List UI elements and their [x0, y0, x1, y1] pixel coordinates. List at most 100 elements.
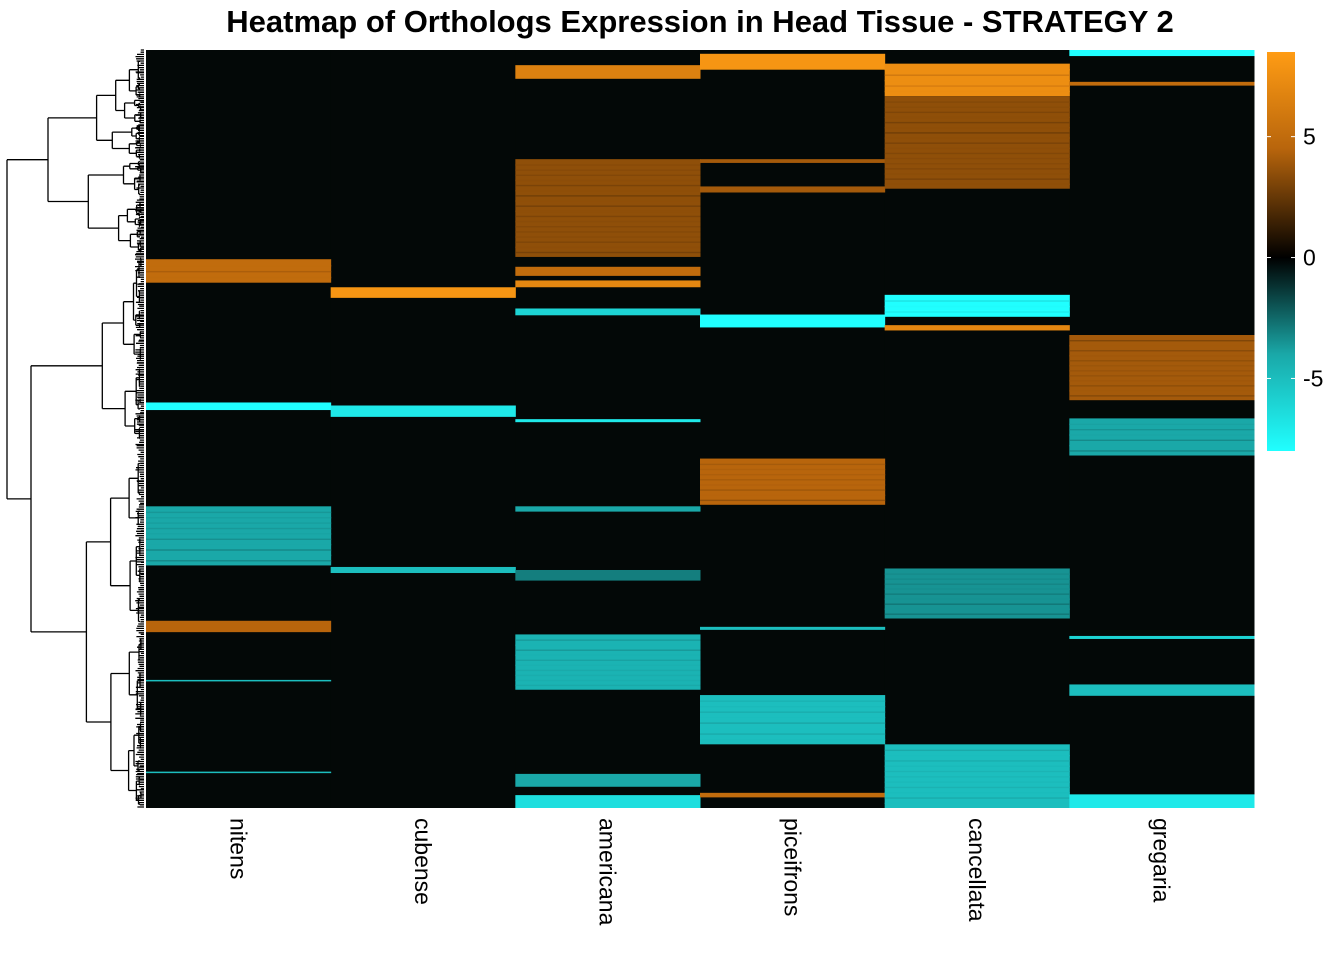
heatmap-stripe	[884, 603, 1070, 605]
heatmap-stripe	[884, 142, 1070, 144]
heatmap-stripe	[146, 265, 332, 267]
heatmap-stripe	[700, 494, 886, 496]
heatmap-stripe	[700, 727, 886, 730]
heatmap-stripe	[884, 613, 1070, 615]
heatmap-stripe	[1069, 385, 1255, 387]
heatmap-stripe	[515, 674, 701, 677]
heatmap-block-piceifrons-20	[700, 53, 886, 70]
heatmap-stripe	[515, 184, 701, 187]
chart-title: Heatmap of Orthologs Expression in Head …	[226, 4, 1173, 39]
heatmap-stripe	[515, 231, 701, 233]
column-nitens	[146, 50, 332, 808]
heatmap-stripe	[884, 163, 1070, 165]
heatmap-stripe	[700, 711, 886, 713]
heatmap-block-nitens-1	[146, 402, 332, 411]
heatmap-stripe	[884, 770, 1070, 773]
heatmap-block-americana-11	[515, 266, 701, 276]
heatmap-block-gregaria-35	[1069, 81, 1255, 86]
heatmap-stripe	[146, 554, 332, 557]
heatmap-stripe	[884, 147, 1070, 150]
heatmap-block-americana-17	[515, 634, 701, 690]
column-labels: nitens cubense americana piceifrons cancella…	[225, 818, 1174, 926]
heatmap-stripe	[884, 116, 1070, 119]
heatmap-stripe	[884, 85, 1070, 87]
heatmap-stripe	[884, 157, 1070, 160]
heatmap-block-americana-18	[515, 773, 701, 787]
heatmap-stripe	[884, 300, 1070, 302]
heatmap-block-piceifrons-24	[700, 458, 886, 505]
heatmap-stripe	[146, 538, 332, 540]
heatmap-stripe	[700, 489, 886, 491]
heatmap-stripe	[884, 765, 1070, 767]
heatmap-stripe	[1069, 360, 1255, 362]
heatmap-stripe	[515, 664, 701, 667]
row-dendrogram	[6, 49, 144, 808]
heatmap-stripe	[515, 220, 701, 223]
heatmap-stripe	[515, 649, 701, 651]
heatmap-stripe	[146, 522, 332, 524]
heatmap-stripe	[884, 101, 1070, 103]
heatmap-stripe	[146, 511, 332, 514]
heatmap-stripe	[515, 169, 701, 171]
heatmap-stripe	[515, 669, 701, 672]
heatmap-block-piceifrons-25	[700, 626, 886, 630]
heatmap-cells	[146, 50, 1255, 808]
heatmap-stripe	[515, 246, 701, 249]
heatmap-block-cubense-7	[330, 405, 516, 417]
heatmap-stripe	[1069, 444, 1255, 447]
heatmap-stripe	[700, 706, 886, 708]
legend-tick-label: 0	[1303, 245, 1316, 271]
heatmap-stripe	[700, 479, 886, 481]
column-label-piceifrons: piceifrons	[779, 818, 805, 916]
heatmap-stripe	[515, 679, 701, 682]
heatmap-stripe	[515, 205, 701, 207]
heatmap-stripe	[1069, 423, 1255, 426]
heatmap-stripe	[884, 106, 1070, 108]
heatmap-block-gregaria-40	[1069, 794, 1255, 808]
heatmap-stripe	[1069, 450, 1255, 452]
heatmap-stripe	[700, 484, 886, 486]
heatmap-stripe	[1069, 350, 1255, 352]
column-label-nitens: nitens	[225, 818, 251, 879]
heatmap-stripe	[884, 781, 1070, 783]
heatmap-stripe	[1069, 439, 1255, 442]
heatmap-stripe	[515, 659, 701, 661]
heatmap-block-americana-15	[515, 506, 701, 512]
heatmap-block-cubense-6	[330, 287, 516, 298]
heatmap-stripe	[515, 236, 701, 238]
heatmap-stripe	[884, 608, 1070, 610]
heatmap-stripe	[700, 468, 886, 471]
heatmap-block-nitens-3	[146, 620, 332, 633]
heatmap-stripe	[515, 164, 701, 166]
heatmap-stripe	[515, 241, 701, 243]
heatmap-stripe	[1069, 365, 1255, 367]
heatmap-stripe	[1069, 429, 1255, 431]
heatmap-block-piceifrons-22	[700, 186, 886, 193]
heatmap-block-gregaria-34	[1069, 50, 1255, 57]
heatmap-block-americana-9	[515, 65, 701, 79]
heatmap-block-americana-13	[515, 308, 701, 316]
heatmap-stripe	[1069, 340, 1255, 342]
heatmap-stripe	[146, 560, 332, 562]
heatmap-stripe	[515, 190, 701, 192]
legend-tick-label: 5	[1303, 124, 1316, 150]
heatmap-stripe	[700, 700, 886, 702]
heatmap-stripe	[515, 179, 701, 182]
heatmap-stripe	[884, 802, 1070, 805]
heatmap-stripe	[515, 200, 701, 202]
heatmap-stripe	[884, 305, 1070, 308]
heatmap-stripe	[884, 311, 1070, 313]
column-piceifrons	[700, 50, 886, 808]
heatmap-stripe	[146, 517, 332, 519]
heatmap-stripe	[700, 499, 886, 502]
heatmap-block-cubense-8	[330, 566, 516, 574]
heatmap-stripe	[1069, 355, 1255, 357]
heatmap-stripe	[884, 173, 1070, 175]
heatmap-stripe	[884, 111, 1070, 114]
heatmap-stripe	[884, 127, 1070, 129]
heatmap-stripe	[515, 174, 701, 176]
heatmap-stripe	[884, 74, 1070, 76]
heatmap-block-piceifrons-26	[700, 695, 886, 745]
heatmap-stripe	[1069, 380, 1255, 382]
